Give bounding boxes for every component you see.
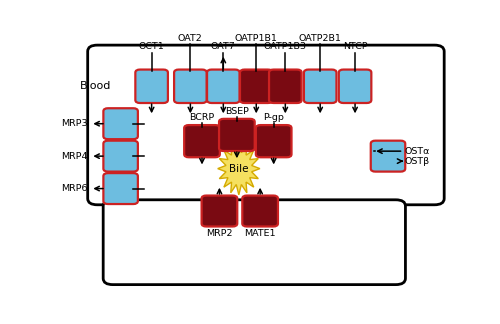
Text: MRP3: MRP3 (61, 119, 88, 128)
Text: Bile: Bile (229, 164, 248, 174)
FancyBboxPatch shape (240, 70, 272, 103)
FancyBboxPatch shape (103, 200, 406, 284)
Text: OAT7: OAT7 (211, 42, 236, 51)
FancyBboxPatch shape (219, 119, 254, 151)
Text: OAT2: OAT2 (178, 34, 203, 43)
FancyBboxPatch shape (136, 70, 168, 103)
Text: OSTα: OSTα (404, 147, 429, 156)
FancyBboxPatch shape (184, 125, 220, 157)
FancyBboxPatch shape (174, 70, 206, 103)
FancyBboxPatch shape (104, 108, 138, 139)
Text: OATP2B1: OATP2B1 (299, 34, 342, 43)
FancyBboxPatch shape (202, 196, 237, 226)
FancyBboxPatch shape (88, 45, 444, 205)
FancyBboxPatch shape (104, 141, 138, 172)
FancyBboxPatch shape (256, 125, 292, 157)
FancyBboxPatch shape (371, 141, 405, 172)
FancyBboxPatch shape (304, 70, 336, 103)
Text: OCT1: OCT1 (139, 42, 164, 51)
FancyBboxPatch shape (269, 70, 302, 103)
Text: MATE1: MATE1 (244, 229, 276, 238)
Text: BCRP: BCRP (190, 113, 214, 122)
Text: OATP1B3: OATP1B3 (264, 42, 307, 51)
Text: OATP1B1: OATP1B1 (235, 34, 278, 43)
Text: MRP6: MRP6 (61, 184, 88, 193)
Text: Blood: Blood (80, 81, 111, 91)
FancyBboxPatch shape (207, 70, 240, 103)
Text: BSEP: BSEP (225, 107, 249, 116)
FancyBboxPatch shape (339, 70, 372, 103)
Text: NTCP: NTCP (343, 42, 367, 51)
Text: P-gp: P-gp (263, 113, 284, 122)
Polygon shape (218, 143, 260, 195)
Text: MRP2: MRP2 (206, 229, 233, 238)
Text: OSTβ: OSTβ (404, 156, 429, 166)
FancyBboxPatch shape (242, 196, 278, 226)
FancyBboxPatch shape (104, 173, 138, 204)
Text: MRP4: MRP4 (61, 152, 88, 161)
